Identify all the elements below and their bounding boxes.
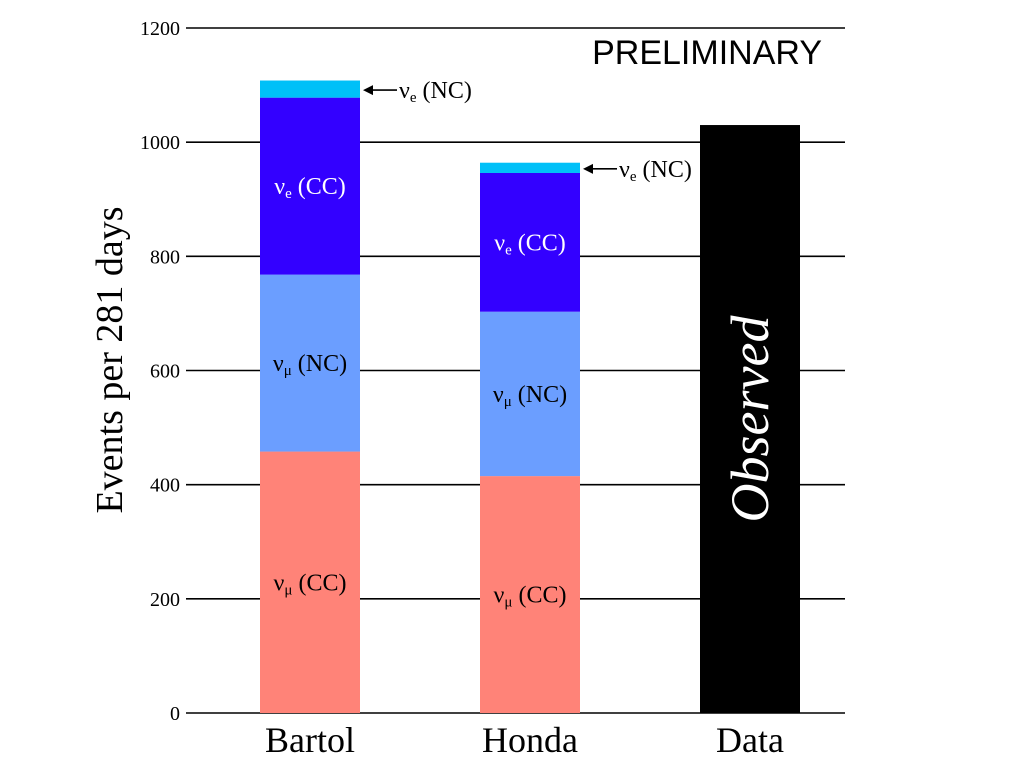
bar-segment-honda-0 bbox=[480, 476, 580, 713]
y-tick-1000: 1000 bbox=[140, 132, 180, 154]
x-category-data: Data bbox=[716, 720, 784, 760]
y-tick-0: 0 bbox=[170, 703, 180, 725]
y-tick-1200: 1200 bbox=[140, 18, 180, 40]
bar-segment-bartol-1 bbox=[260, 274, 360, 452]
x-category-honda: Honda bbox=[482, 720, 578, 760]
bar-segment-bartol-0 bbox=[260, 451, 360, 713]
bar-label-honda-1: νμ (NC) bbox=[493, 382, 567, 410]
bar-label-bartol-1: νμ (NC) bbox=[273, 351, 347, 379]
bar-segment-bartol-2 bbox=[260, 97, 360, 275]
bar-segment-bartol-3 bbox=[260, 80, 360, 98]
bar-segment-honda-3 bbox=[480, 162, 580, 173]
y-axis-ticks: 0 200 400 600 800 1000 1200 bbox=[140, 18, 180, 725]
bar-label-data-4: Observed bbox=[720, 315, 780, 523]
y-tick-200: 200 bbox=[150, 589, 180, 611]
arrowhead-honda-3 bbox=[583, 163, 593, 174]
arrowhead-bartol-3 bbox=[363, 85, 373, 96]
bar-label-bartol-0: νμ (CC) bbox=[274, 570, 347, 598]
bar-segment-honda-1 bbox=[480, 311, 580, 477]
y-axis-label: Events per 281 days bbox=[89, 206, 131, 513]
x-axis-categories: Bartol Honda Data bbox=[265, 720, 784, 760]
bar-segment-data-4 bbox=[700, 125, 800, 713]
bar-label-honda-0: νμ (CC) bbox=[494, 583, 567, 611]
preliminary-label: PRELIMINARY bbox=[592, 34, 822, 72]
y-tick-800: 800 bbox=[150, 246, 180, 268]
bar-label-honda-2: νe (CC) bbox=[494, 230, 566, 258]
bars: νμ (CC) νμ (NC) νe (CC) νe (NC) νμ (CC) νμ (N… bbox=[260, 78, 800, 713]
bar-label-bartol-2: νe (CC) bbox=[274, 174, 346, 202]
y-tick-600: 600 bbox=[150, 361, 180, 383]
bar-label-honda-3: νe (NC) bbox=[619, 157, 692, 185]
bar-segment-honda-2 bbox=[480, 172, 580, 312]
bar-label-bartol-3: νe (NC) bbox=[399, 78, 472, 106]
y-tick-400: 400 bbox=[150, 475, 180, 497]
x-category-bartol: Bartol bbox=[265, 720, 355, 760]
